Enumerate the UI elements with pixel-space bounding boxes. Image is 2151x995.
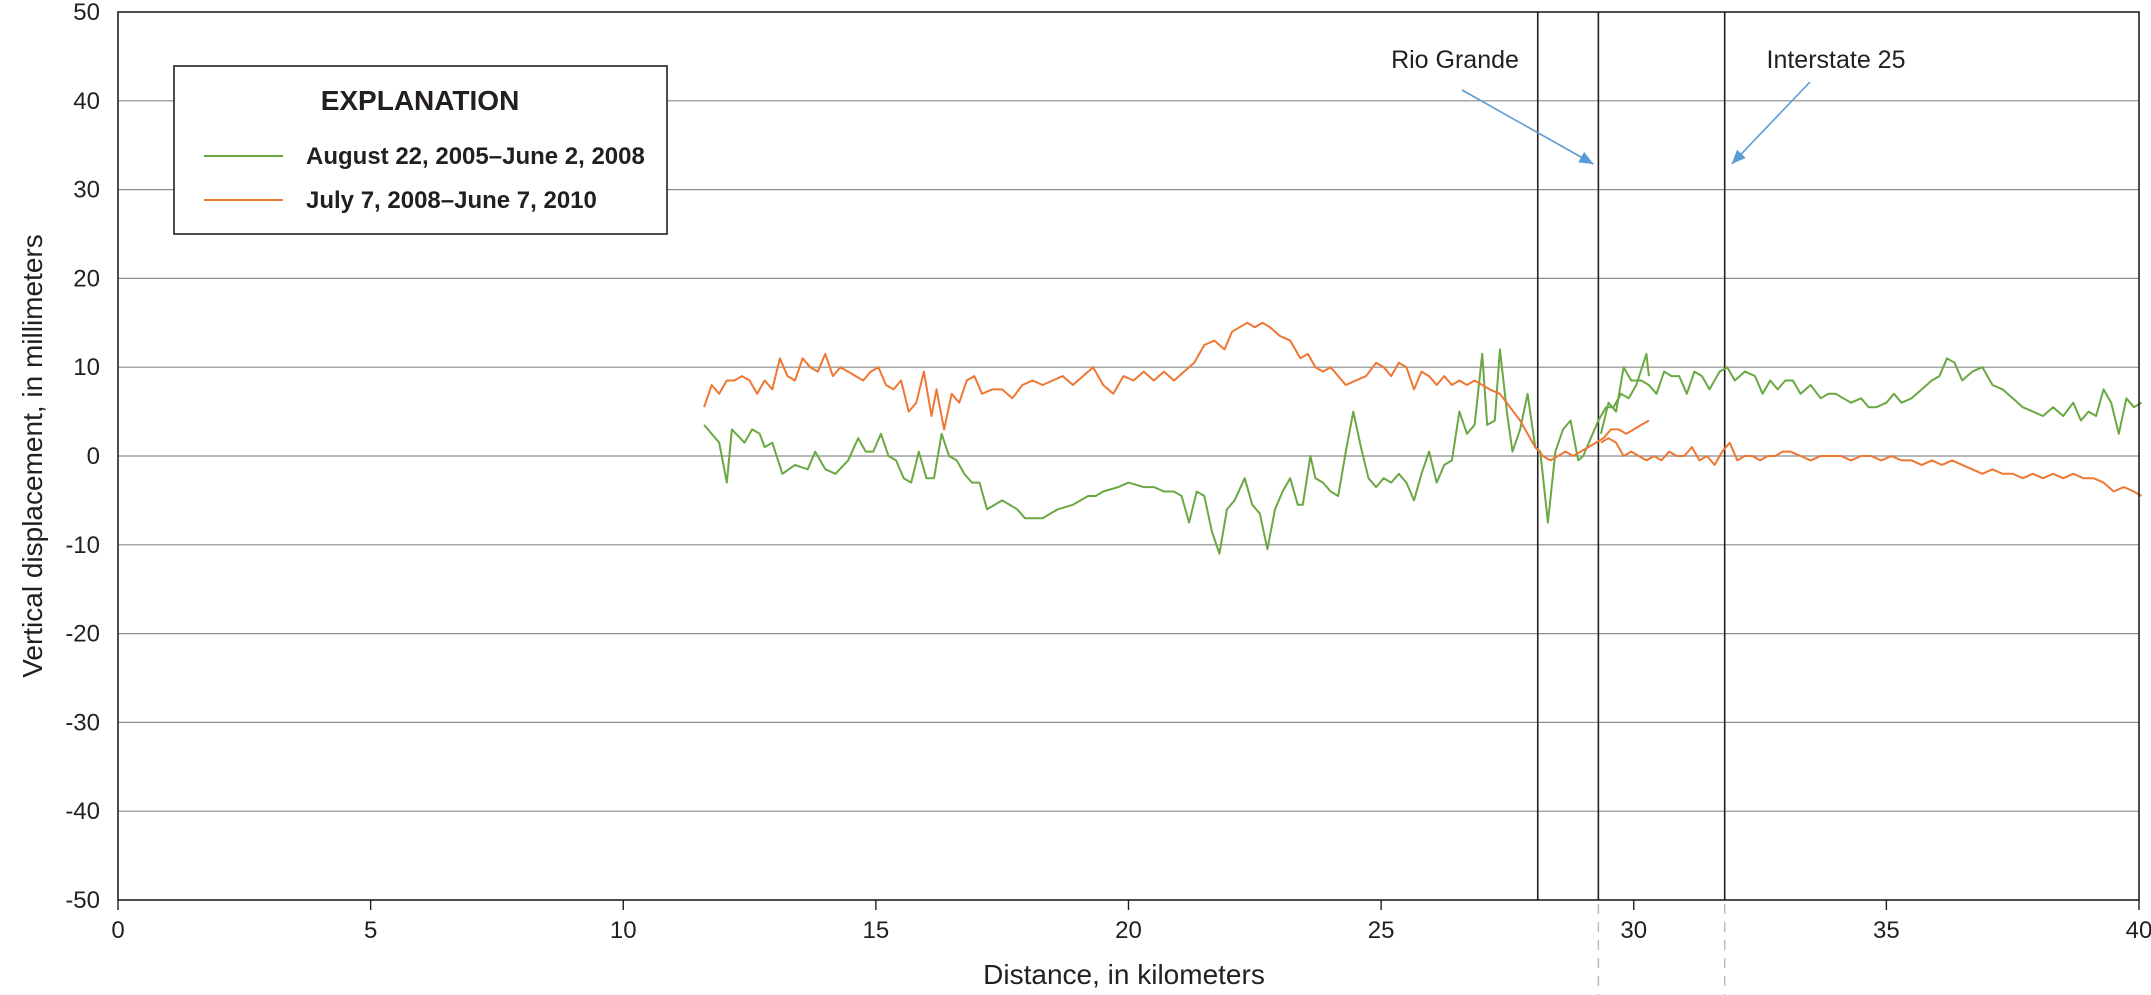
x-tick-label: 30	[1620, 917, 1647, 944]
legend-box	[173, 65, 668, 235]
legend-title: EXPLANATION	[321, 85, 520, 116]
x-tick-label: 0	[111, 917, 124, 944]
series-1-line-segment-1	[703, 348, 1650, 555]
series-2-line-segment-2	[1600, 437, 2143, 497]
y-tick-label: 50	[73, 0, 100, 26]
annotation-arrow-line-2	[1731, 81, 1811, 165]
y-axis-ticks: 50 40 30 20 10 0 -10 -20 -30 -40 -50	[65, 0, 100, 914]
y-tick-label: -10	[65, 532, 100, 559]
x-tick-label: 35	[1873, 917, 1900, 944]
series-layer	[703, 321, 2143, 555]
annotation-arrow-head-1	[1578, 151, 1594, 164]
y-axis-title: Vertical displacement, in millimeters	[17, 234, 48, 678]
y-tick-label: 40	[73, 88, 100, 115]
x-tick-label: 25	[1368, 917, 1395, 944]
x-tick-label: 5	[364, 917, 377, 944]
y-tick-label: -20	[65, 621, 100, 648]
y-tick-label: 30	[73, 177, 100, 204]
legend-label-series-2: July 7, 2008–June 7, 2010	[306, 187, 597, 214]
y-tick-label: -50	[65, 887, 100, 914]
series-1-line-segment-2	[1599, 357, 2143, 435]
x-tick-label: 40	[2126, 917, 2151, 944]
annotations: Rio Grande Interstate 25	[1391, 46, 1906, 165]
annotation-rio-grande: Rio Grande	[1391, 46, 1519, 74]
x-tick-label: 20	[1115, 917, 1142, 944]
y-tick-label: -40	[65, 798, 100, 825]
annotation-arrow-head-2	[1731, 149, 1746, 164]
annotation-interstate-25: Interstate 25	[1767, 46, 1906, 74]
x-tick-label: 10	[610, 917, 637, 944]
y-tick-label: 0	[87, 443, 100, 470]
annotation-arrows	[1461, 81, 1811, 165]
x-axis-title: Distance, in kilometers	[983, 959, 1265, 990]
series-2-line-segment-1	[703, 321, 1650, 462]
y-tick-label: 10	[73, 354, 100, 381]
x-axis-ticks: 0 5 10 15 20 25 30 35 40	[111, 900, 2151, 944]
reference-vertical-lines	[1536, 12, 1726, 995]
legend: EXPLANATION August 22, 2005–June 2, 2008…	[173, 65, 668, 235]
y-tick-label: -30	[65, 709, 100, 736]
annotation-arrow-line-1	[1461, 89, 1594, 165]
y-tick-label: 20	[73, 265, 100, 292]
legend-label-series-1: August 22, 2005–June 2, 2008	[306, 143, 645, 170]
x-tick-label: 15	[863, 917, 890, 944]
